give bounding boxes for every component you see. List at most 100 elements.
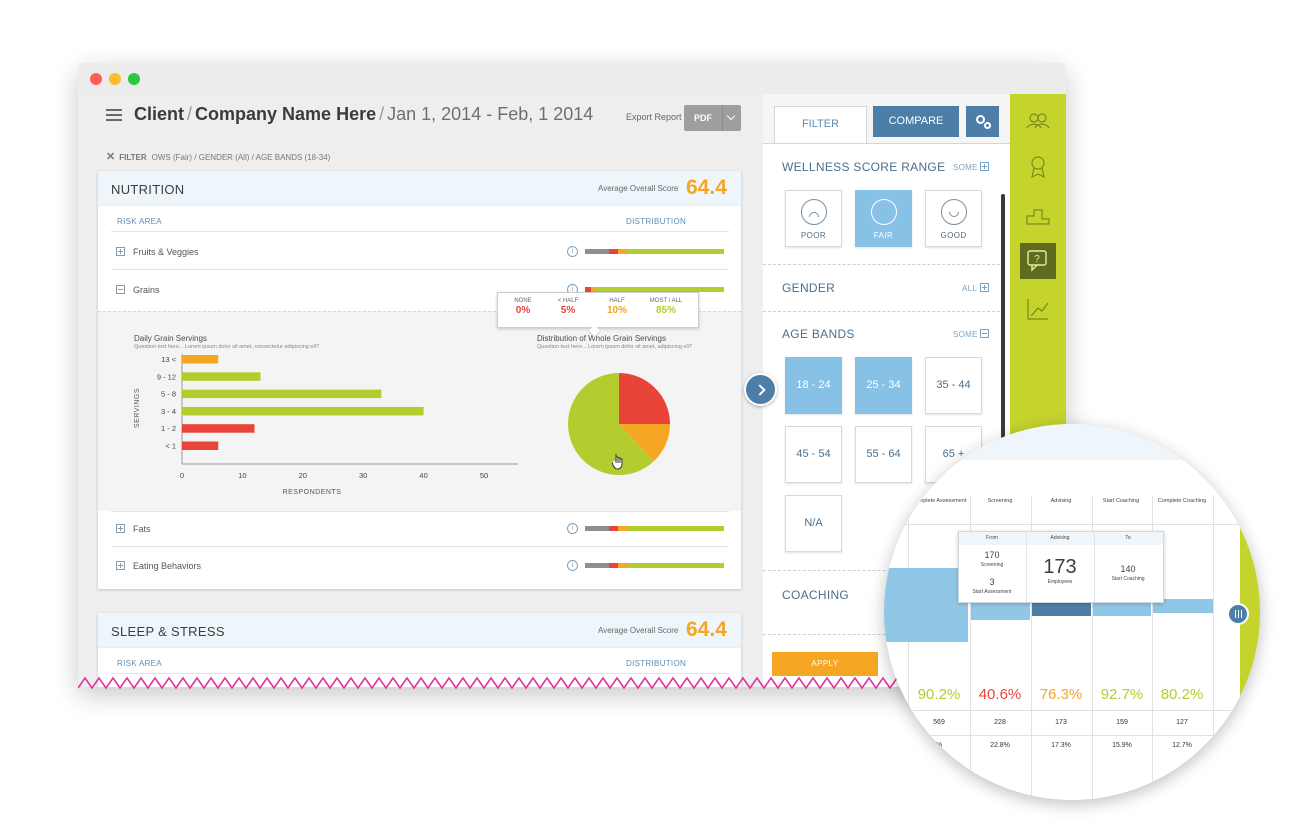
menu-icon[interactable] — [106, 109, 122, 122]
tooltip-value: 0% — [515, 305, 531, 316]
drag-handle-icon[interactable] — [1227, 603, 1249, 625]
risk-row-label[interactable]: Grains — [133, 285, 160, 295]
age-45-54-option[interactable]: 45 - 54 — [785, 426, 842, 483]
servings-bar[interactable] — [182, 389, 382, 399]
distribution-segment — [585, 526, 609, 531]
minimize-window-button[interactable] — [109, 73, 121, 85]
happy-face-icon — [941, 199, 967, 225]
info-icon[interactable]: i — [567, 560, 578, 571]
info-icon[interactable]: i — [567, 246, 578, 257]
servings-bar[interactable] — [182, 441, 219, 451]
risk-row-label[interactable]: Eating Behaviors — [133, 561, 202, 571]
collapse-icon[interactable] — [116, 285, 125, 294]
bar-chart-title: Daily Grain Servings — [134, 334, 207, 343]
stage-count: 569 — [933, 719, 945, 726]
expand-icon[interactable] — [116, 247, 125, 256]
award-icon[interactable] — [1023, 152, 1053, 182]
tooltip-from-label: From — [986, 535, 998, 541]
chevron-down-icon[interactable] — [722, 105, 741, 131]
age-18-24-option[interactable]: 18 - 24 — [785, 357, 842, 414]
export-format-select[interactable]: PDF — [684, 105, 741, 131]
servings-bar[interactable] — [182, 355, 219, 364]
people-icon[interactable] — [1023, 106, 1053, 136]
age-35-44-option[interactable]: 35 - 44 — [925, 357, 982, 414]
chat-question-icon[interactable]: ? — [1020, 243, 1056, 279]
funnel-magnifier: Complete Assessment Screening Advising S… — [884, 424, 1260, 800]
to-value: 140 — [1120, 564, 1136, 574]
expand-icon[interactable] — [980, 162, 989, 171]
breadcrumb-company[interactable]: Company Name Here — [195, 104, 377, 124]
collapse-icon[interactable] — [980, 329, 989, 338]
panel-toggle-button[interactable] — [744, 373, 777, 406]
stage-share: 17.3% — [1051, 742, 1071, 749]
funnel-tooltip: From Advising To 170 Screening 3 Start A… — [958, 531, 1164, 603]
bar-chart-subtitle: Question text here... Lorem ipsum dolor … — [134, 344, 319, 350]
wellness-fair-option[interactable]: FAIR — [855, 190, 912, 247]
distribution-segment — [628, 249, 724, 254]
x-tick-label: 20 — [299, 471, 307, 480]
distribution-segment — [618, 526, 629, 531]
expand-icon[interactable] — [116, 561, 125, 570]
risk-row-label[interactable]: Fruits & Veggies — [133, 247, 199, 257]
stage-percent: 80.2% — [1160, 686, 1204, 703]
funnel-bar-start-coaching[interactable] — [1093, 602, 1151, 616]
tooltip-advising-label: Advising — [1050, 535, 1070, 541]
expand-icon[interactable] — [980, 283, 989, 292]
clear-filter-icon[interactable]: ✕ — [106, 151, 116, 163]
gender-all-link[interactable]: ALL — [962, 284, 978, 293]
age-na-option[interactable]: N/A — [785, 495, 842, 552]
wellness-good-option[interactable]: GOOD — [925, 190, 982, 247]
info-icon[interactable]: i — [567, 523, 578, 534]
distribution-segment — [628, 563, 724, 568]
servings-bar[interactable] — [182, 406, 424, 416]
breadcrumb-client[interactable]: Client — [134, 104, 185, 124]
filter-scrollbar[interactable] — [1001, 194, 1005, 634]
stage-share: % — [935, 742, 943, 749]
tab-compare[interactable]: COMPARE — [873, 106, 959, 137]
tab-filter[interactable]: FILTER — [774, 106, 867, 143]
servings-bar[interactable] — [182, 372, 261, 381]
nav-rail-zoomed — [1240, 424, 1260, 800]
nutrition-avg-label: Average Overall Score — [598, 184, 679, 193]
podium-icon[interactable] — [1023, 200, 1053, 230]
age-bands-title: AGE BANDS — [782, 327, 855, 341]
y-axis-label: SERVINGS — [134, 388, 141, 428]
funnel-bar-complete-assessment[interactable] — [884, 568, 968, 642]
close-window-button[interactable] — [90, 73, 102, 85]
pie-slice[interactable] — [619, 424, 670, 462]
x-tick-label: 0 — [180, 471, 184, 480]
distribution-segment — [608, 526, 619, 531]
nutrition-card: NUTRITION Average Overall Score 64.4 RIS… — [98, 171, 741, 589]
stage-header: Start Coaching — [1102, 498, 1140, 504]
torn-edge-decoration — [78, 676, 998, 690]
servings-bar[interactable] — [182, 424, 255, 433]
pie-slice[interactable] — [619, 373, 670, 424]
funnel-bar-complete-coaching[interactable] — [1153, 599, 1213, 613]
category-tick-label: 1 - 2 — [161, 424, 176, 433]
distribution-segment — [618, 249, 629, 254]
trend-chart-icon[interactable] — [1023, 294, 1053, 324]
age-25-34-option[interactable]: 25 - 34 — [855, 357, 912, 414]
gender-title: GENDER — [782, 281, 836, 295]
apply-button[interactable]: APPLY — [772, 652, 878, 676]
wellness-poor-option[interactable]: POOR — [785, 190, 842, 247]
export-format-value[interactable]: PDF — [694, 113, 712, 123]
expand-icon[interactable] — [116, 524, 125, 533]
maximize-window-button[interactable] — [128, 73, 140, 85]
date-range[interactable]: Jan 1, 2014 - Feb, 1 2014 — [387, 104, 594, 124]
wellness-some-link[interactable]: SOME — [953, 163, 978, 172]
pie-slice[interactable] — [568, 373, 654, 475]
distribution-segment — [590, 287, 595, 292]
from-screening-label: Screening — [980, 562, 1004, 568]
risk-area-column-header: RISK AREA — [117, 659, 162, 668]
distribution-segment — [618, 563, 629, 568]
sleep-avg-score: 64.4 — [686, 618, 727, 641]
stage-percent: 40.6% — [978, 686, 1022, 703]
x-axis-label: RESPONDENTS — [283, 489, 342, 496]
funnel-bar-advising[interactable] — [1032, 602, 1091, 616]
settings-button[interactable] — [966, 106, 999, 137]
age-some-link[interactable]: SOME — [953, 330, 978, 339]
risk-row-label[interactable]: Fats — [133, 524, 151, 534]
risk-area-column-header: RISK AREA — [117, 217, 162, 226]
funnel-bar-screening[interactable] — [971, 600, 1030, 620]
